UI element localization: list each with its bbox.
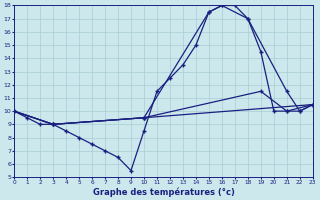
X-axis label: Graphe des températures (°c): Graphe des températures (°c) <box>92 187 234 197</box>
